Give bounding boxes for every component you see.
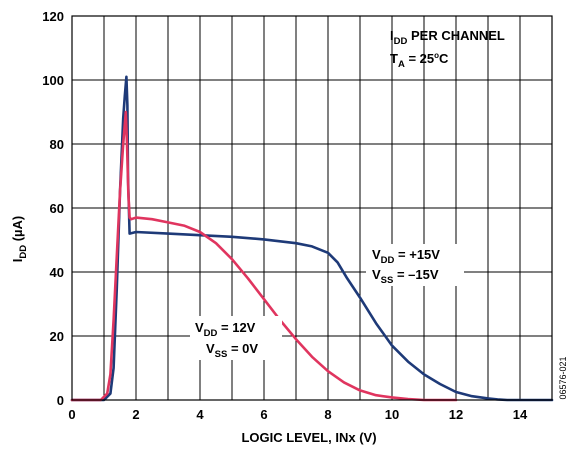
y-axis-title-sub: DD	[18, 245, 29, 259]
series-label-12v-vss: VSS = 0V	[206, 341, 258, 360]
y-tick-label: 80	[50, 137, 64, 152]
annotation-idd-per-channel: IDD PER CHANNEL	[390, 28, 505, 47]
tick-labels: 0 2 4 6 8 10 12 14 0 20 40 60 80 100 120	[42, 9, 528, 422]
x-tick-label: 6	[260, 407, 267, 422]
y-tick-label: 0	[57, 393, 64, 408]
series-label-15v-vdd: VDD = +15V	[372, 247, 440, 266]
chart-annotation-conditions: IDD PER CHANNEL TA = 25oC	[390, 28, 505, 70]
grid	[72, 16, 552, 400]
series-layer	[70, 75, 554, 402]
series-line-vdd-12v	[70, 110, 458, 402]
x-tick-label: 4	[196, 407, 204, 422]
series-line-vdd-15v	[70, 75, 554, 402]
series-label-12v-vdd: VDD = 12V	[195, 320, 256, 339]
x-tick-label: 10	[385, 407, 399, 422]
series-label-15v-background	[366, 244, 464, 286]
y-axis-title-main: I	[10, 259, 25, 263]
x-tick-label: 12	[449, 407, 463, 422]
series-label-12v-background	[190, 316, 282, 360]
y-axis-title: IDD (µA)	[10, 216, 29, 263]
x-axis-title: LOGIC LEVEL, INx (V)	[241, 430, 376, 445]
figure-id: 06576-021	[558, 356, 568, 399]
y-tick-label: 120	[42, 9, 64, 24]
y-axis-title-rest: (µA)	[10, 216, 25, 245]
annotation-temperature: TA = 25oC	[390, 51, 449, 70]
series-label-15v-vss: VSS = –15V	[372, 267, 439, 286]
x-tick-label: 0	[68, 407, 75, 422]
y-tick-label: 40	[50, 265, 64, 280]
y-tick-label: 100	[42, 73, 64, 88]
series-labels: VDD = +15V VSS = –15V VDD = 12V VSS = 0V	[190, 244, 464, 360]
plot-frame	[71, 15, 553, 401]
y-tick-label: 60	[50, 201, 64, 216]
x-tick-label: 8	[324, 407, 331, 422]
x-tick-label: 14	[513, 407, 528, 422]
x-tick-label: 2	[132, 407, 139, 422]
y-tick-label: 20	[50, 329, 64, 344]
